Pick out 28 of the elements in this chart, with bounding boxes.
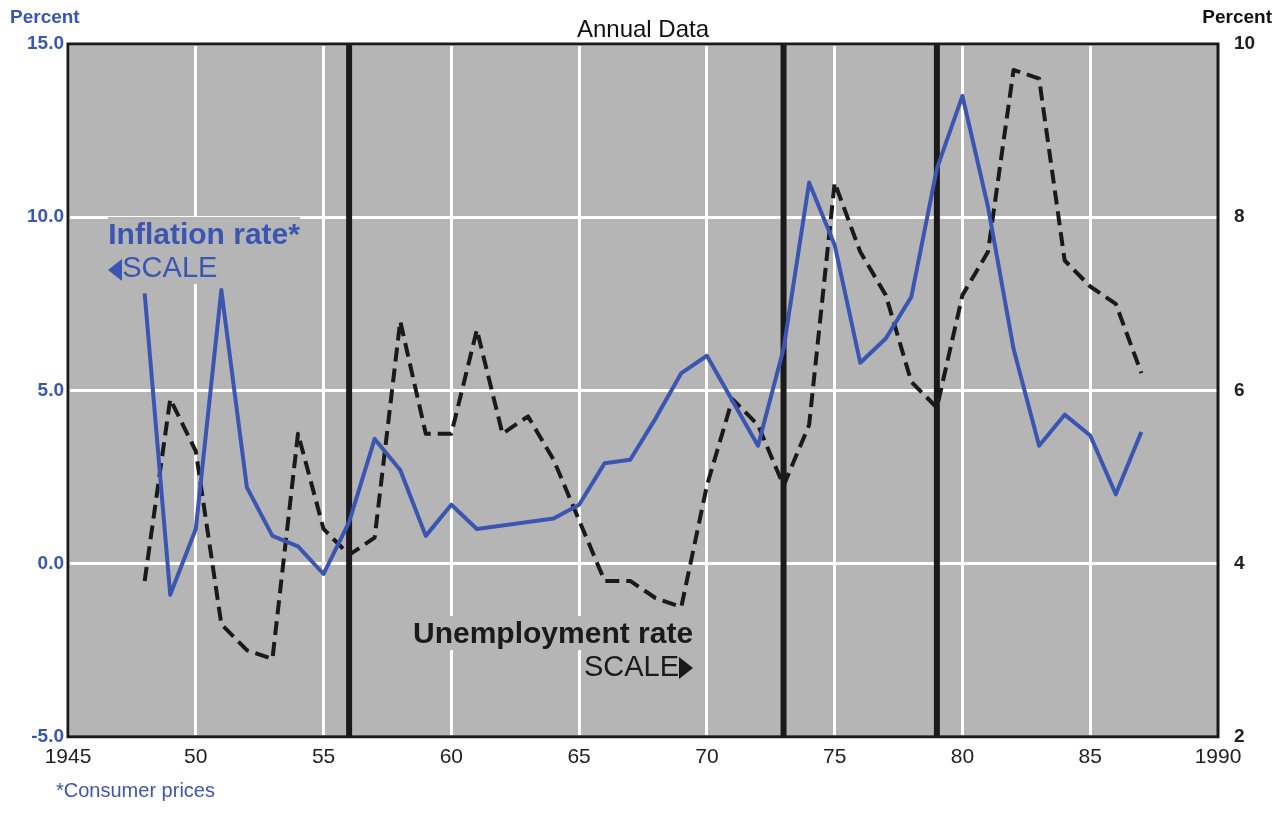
x-tick-label: 70 bbox=[695, 744, 719, 768]
x-tick-label: 80 bbox=[950, 744, 975, 768]
x-tick-label: 85 bbox=[1078, 744, 1102, 768]
x-tick-label: 1990 bbox=[1194, 744, 1242, 768]
y2-tick-label: 4 bbox=[1234, 551, 1245, 573]
y-tick-label: 15.0 bbox=[27, 32, 64, 54]
annotation: SCALE bbox=[583, 649, 680, 682]
y-tick-label: 10.0 bbox=[27, 205, 64, 227]
series-label: Inflation rate* bbox=[108, 217, 300, 252]
y2-tick-label: 8 bbox=[1234, 205, 1245, 227]
x-tick-label: 60 bbox=[439, 744, 464, 768]
y-tick-label: 5.0 bbox=[37, 378, 64, 400]
y2-axis-title: Percent bbox=[1202, 5, 1273, 27]
y2-tick-label: 6 bbox=[1234, 378, 1245, 400]
y-axis-title: Percent bbox=[10, 5, 81, 27]
x-tick-label: 50 bbox=[184, 744, 208, 768]
text: *Consumer prices bbox=[56, 778, 215, 802]
chart-title: Annual Data bbox=[576, 14, 710, 42]
y2-tick-label: 2 bbox=[1234, 725, 1245, 747]
x-tick-label: 55 bbox=[311, 744, 336, 768]
series-label: Unemployment rate bbox=[413, 615, 694, 650]
annotation: SCALE bbox=[122, 251, 218, 284]
y-tick-label: -5.0 bbox=[31, 725, 64, 747]
x-tick-label: 65 bbox=[567, 744, 591, 768]
y2-tick-label: 10 bbox=[1234, 32, 1256, 54]
y-tick-label: 0.0 bbox=[37, 551, 64, 573]
x-tick-label: 75 bbox=[822, 744, 847, 768]
x-tick-label: 1945 bbox=[44, 744, 92, 768]
